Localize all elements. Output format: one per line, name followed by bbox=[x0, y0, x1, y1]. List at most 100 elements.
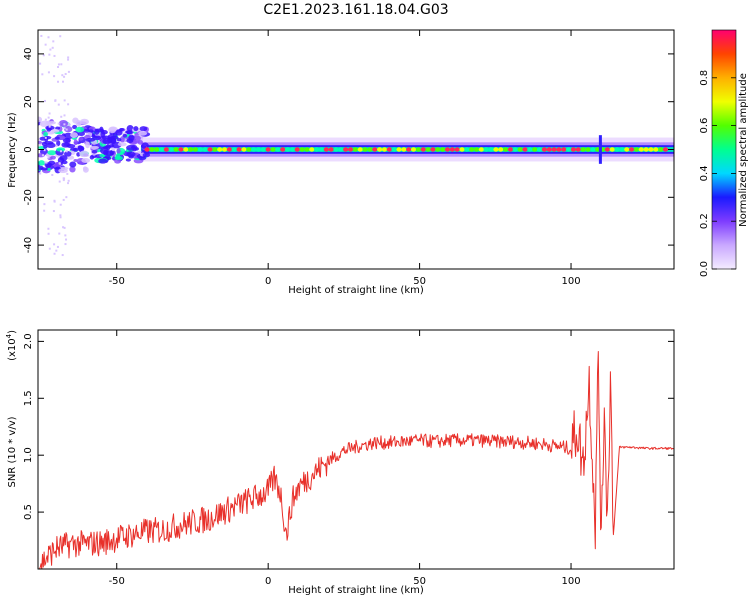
spectrogram-hotspot bbox=[604, 147, 610, 152]
spectrogram-cell bbox=[115, 129, 123, 136]
colorbar bbox=[711, 29, 737, 270]
spectrogram-hotspot bbox=[624, 147, 630, 152]
spectrogram-y-axis-label: Frequency (Hz) bbox=[7, 112, 18, 188]
spectrogram-hotspot bbox=[381, 147, 388, 152]
snr-y-tick-label: 2.0 bbox=[23, 333, 34, 349]
spectrogram-speckle bbox=[55, 144, 58, 147]
snr-frame bbox=[37, 329, 675, 570]
spectrogram-cell bbox=[54, 136, 60, 140]
spectrogram-hotspot bbox=[478, 147, 484, 152]
spectrogram-x-tick-label: 100 bbox=[561, 276, 580, 287]
spectrogram-speckle bbox=[65, 128, 68, 131]
spectrogram-speckle bbox=[57, 63, 60, 66]
spectrogram-cell bbox=[79, 150, 89, 158]
spectrogram-hotspot bbox=[619, 147, 625, 152]
spectrogram-speckle bbox=[62, 198, 65, 201]
spectrogram-hotspot bbox=[633, 147, 640, 152]
spectrogram-cell bbox=[73, 158, 78, 162]
snr-x-ticks: -50 0 50 100 bbox=[109, 330, 581, 587]
spectrogram-hotspot bbox=[459, 147, 465, 152]
spectrogram-hotspot bbox=[653, 147, 659, 152]
spectrogram-cell bbox=[115, 153, 121, 161]
spectrogram-speckle bbox=[59, 214, 62, 217]
spectrogram-speckle bbox=[67, 70, 70, 73]
spectrogram-speckle bbox=[53, 252, 56, 255]
spectrogram-cell bbox=[46, 167, 51, 172]
spectrogram-hotspot bbox=[575, 147, 581, 152]
spectrogram-speckle bbox=[51, 46, 54, 49]
spectrogram-cell bbox=[126, 144, 136, 151]
colorbar-tick-label: 0.6 bbox=[699, 118, 710, 134]
spectrogram-speckle bbox=[49, 48, 52, 51]
spectrogram-speckle bbox=[58, 232, 61, 235]
spectrogram-speckle bbox=[47, 156, 50, 159]
spectrogram-hotspot bbox=[318, 147, 325, 152]
spectrogram-cell bbox=[126, 130, 133, 135]
spectrogram-cell bbox=[128, 154, 134, 159]
spectrogram-hotspot bbox=[609, 147, 615, 152]
spectrogram-speckle bbox=[67, 58, 70, 61]
spectrogram-cell bbox=[117, 142, 127, 147]
spectrogram-hotspot bbox=[275, 147, 281, 152]
spectrogram-hotspot bbox=[173, 147, 179, 152]
spectrogram-hotspot bbox=[585, 147, 591, 152]
spectrogram-speckle bbox=[39, 172, 42, 175]
spectrogram-hotspot bbox=[299, 147, 305, 152]
spectrogram-hotspot bbox=[265, 147, 271, 152]
spectrogram-hotspot bbox=[362, 147, 368, 152]
colorbar-tick-label: 0.8 bbox=[699, 70, 710, 86]
colorbar-tick-label: 0.4 bbox=[699, 165, 710, 181]
spectrogram-hotspot bbox=[415, 147, 421, 152]
spectrogram-speckle bbox=[62, 179, 65, 182]
spectrogram-cell bbox=[38, 165, 44, 170]
spectrogram-cell bbox=[62, 137, 71, 143]
spectrogram-x-tick-label: 0 bbox=[265, 276, 271, 287]
spectrogram-hotspot bbox=[590, 147, 596, 152]
spectrogram-hotspot bbox=[643, 147, 649, 152]
spectrogram-speckle bbox=[45, 122, 48, 125]
spectrogram-cell bbox=[114, 159, 122, 164]
spectrogram-speckle bbox=[56, 245, 59, 248]
spectrogram-speckle bbox=[39, 143, 42, 146]
spectrogram-hotspot bbox=[561, 147, 567, 152]
spectrogram-hotspot bbox=[662, 147, 669, 152]
spectrogram-speckle bbox=[67, 179, 70, 182]
spectrogram-speckle bbox=[58, 180, 61, 183]
spectrogram-hotspot bbox=[144, 147, 150, 152]
spectrogram-x-axis-label: Height of straight line (km) bbox=[288, 285, 424, 296]
spectrogram-hotspot bbox=[638, 147, 644, 152]
spectrogram-hotspot bbox=[280, 147, 286, 152]
spectrogram-cell bbox=[50, 155, 56, 160]
spectrogram-speckle bbox=[41, 73, 44, 76]
spectrogram-hotspot bbox=[352, 147, 358, 152]
spectrogram-cell bbox=[75, 126, 85, 133]
spectrogram-hotspot bbox=[221, 147, 228, 152]
spectrogram-cell bbox=[91, 149, 98, 154]
spectrogram-speckle bbox=[47, 232, 50, 235]
colorbar-ticks: 0.0 0.2 0.4 0.6 0.8 bbox=[699, 70, 736, 277]
spectrogram-cell bbox=[39, 120, 50, 128]
spectrogram-cell bbox=[70, 132, 78, 138]
spectrogram-hotspot bbox=[328, 147, 334, 152]
spectrogram-hotspot bbox=[192, 147, 199, 152]
spectrogram-cell bbox=[139, 126, 148, 132]
spectrogram-speckle bbox=[67, 182, 70, 185]
spectrogram-hotspot bbox=[246, 147, 252, 152]
spectrogram-cell bbox=[85, 141, 90, 149]
spectrogram-hotspot bbox=[410, 147, 417, 152]
spectrogram-hotspot bbox=[149, 147, 155, 152]
spectrogram-hotspot bbox=[444, 147, 451, 152]
spectrogram-cell bbox=[89, 155, 95, 160]
spectrogram-speckle bbox=[53, 75, 56, 78]
spectrogram-hotspot bbox=[556, 147, 562, 152]
snr-series-line bbox=[38, 351, 674, 569]
spectrogram-hotspot bbox=[566, 147, 572, 152]
spectrogram-hotspot bbox=[440, 147, 446, 152]
spectrogram-cell bbox=[56, 140, 61, 147]
spectrogram-cell bbox=[78, 137, 84, 141]
spectrogram-hotspot bbox=[532, 147, 538, 152]
spectrogram-hotspot bbox=[507, 147, 514, 152]
spectrogram-speckle bbox=[44, 118, 47, 121]
spectrogram-hotspot bbox=[357, 147, 363, 152]
